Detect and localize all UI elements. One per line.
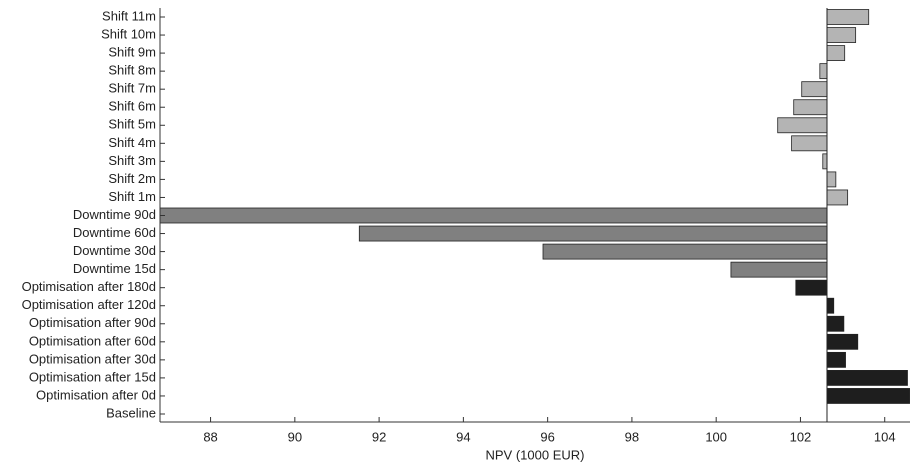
bar — [826, 9, 870, 25]
y-tick-label: Optimisation after 30d — [29, 351, 156, 366]
y-tick-label: Optimisation after 0d — [36, 387, 156, 402]
bar — [826, 27, 857, 43]
x-tick-label: 90 — [288, 429, 302, 444]
bar — [542, 243, 828, 260]
bar — [777, 117, 828, 134]
y-tick-label: Shift 2m — [108, 171, 156, 186]
bar — [795, 279, 828, 296]
x-tick-label: 100 — [705, 429, 727, 444]
x-tick-label: 88 — [203, 429, 217, 444]
bar — [826, 333, 859, 350]
y-tick-label: Baseline — [106, 405, 156, 420]
x-tick-label: 92 — [372, 429, 386, 444]
x-tick-label: 98 — [625, 429, 639, 444]
y-tick-label: Shift 4m — [108, 135, 156, 150]
x-axis-title: NPV (1000 EUR) — [486, 447, 585, 462]
bar — [826, 171, 837, 188]
y-tick-label: Shift 7m — [108, 81, 156, 96]
y-tick-label: Optimisation after 60d — [29, 333, 156, 348]
bar — [826, 315, 845, 332]
y-tick-label: Downtime 30d — [73, 243, 156, 258]
bar — [730, 261, 828, 278]
y-tick-label: Downtime 15d — [73, 261, 156, 276]
y-tick-label: Downtime 90d — [73, 207, 156, 222]
bar — [826, 388, 910, 404]
x-tick-label: 94 — [456, 429, 470, 444]
bar — [826, 370, 908, 386]
y-tick-label: Optimisation after 90d — [29, 315, 156, 330]
y-tick-label: Optimisation after 15d — [29, 369, 156, 384]
y-tick-label: Shift 8m — [108, 63, 156, 78]
bar — [793, 99, 828, 116]
y-tick-label: Shift 1m — [108, 189, 156, 204]
bar — [801, 81, 828, 98]
bar — [826, 189, 849, 206]
x-tick-label: 96 — [540, 429, 554, 444]
y-tick-label: Shift 11m — [102, 8, 156, 23]
bar — [826, 351, 846, 368]
y-tick-label: Shift 5m — [108, 117, 156, 132]
bar — [160, 207, 828, 224]
bar — [791, 135, 828, 152]
y-tick-label: Shift 3m — [108, 153, 156, 168]
bar — [822, 153, 828, 170]
y-tick-label: Optimisation after 120d — [22, 297, 156, 312]
x-tick-label: 102 — [790, 429, 812, 444]
y-tick-label: Shift 9m — [108, 45, 156, 60]
bar — [826, 45, 846, 61]
plot-area — [160, 9, 910, 404]
y-tick-label: Shift 6m — [108, 99, 156, 114]
y-tick-label: Shift 10m — [101, 26, 156, 41]
bar — [358, 225, 828, 242]
y-tick-label: Downtime 60d — [73, 225, 156, 240]
y-tick-label: Optimisation after 180d — [22, 279, 156, 294]
bar — [819, 63, 828, 80]
x-tick-label: 104 — [874, 429, 896, 444]
bar — [826, 297, 835, 314]
